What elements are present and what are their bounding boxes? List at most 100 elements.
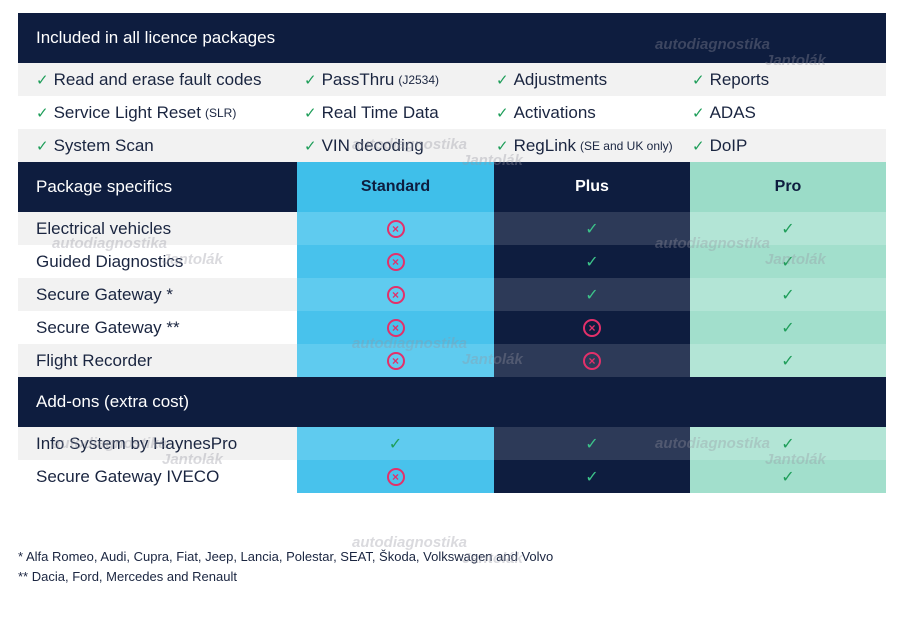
included-feature: ✓ Adjustments xyxy=(482,70,678,90)
specifics-title: Package specifics xyxy=(18,162,297,212)
package-specifics: Electrical vehicles × ✓ ✓ Guided Diagnostics… xyxy=(18,212,886,377)
check-icon: ✓ xyxy=(304,71,317,89)
cell-pro: ✓ xyxy=(690,245,886,278)
feature-label: DoIP xyxy=(709,135,748,155)
cell-plus: × xyxy=(494,311,690,344)
check-icon: ✓ xyxy=(781,319,795,337)
included-feature: ✓ ADAS xyxy=(678,103,886,123)
cell-pro: ✓ xyxy=(690,311,886,344)
included-feature: ✓ RegLink (SE and UK only) xyxy=(482,136,678,156)
cell-standard: × xyxy=(297,278,494,311)
package-header-row: Package specifics Standard Plus Pro xyxy=(18,162,886,212)
table-row: Info System by HaynesPro ✓ ✓ ✓ xyxy=(18,427,886,460)
check-icon: ✓ xyxy=(781,435,795,453)
table-row: Guided Diagnostics × ✓ ✓ xyxy=(18,245,886,278)
row-label: Secure Gateway * xyxy=(18,278,297,311)
check-icon: ✓ xyxy=(388,435,403,453)
check-icon: ✓ xyxy=(496,71,509,89)
check-icon: ✓ xyxy=(781,286,795,304)
check-icon: ✓ xyxy=(585,286,599,304)
feature-label: Activations xyxy=(513,102,596,122)
included-title: Included in all licence packages xyxy=(36,28,276,47)
included-feature: ✓ VIN decoding xyxy=(286,136,482,156)
check-icon: ✓ xyxy=(585,435,599,453)
check-icon: ✓ xyxy=(781,468,795,486)
cross-circle-icon: × xyxy=(386,219,405,238)
check-icon: ✓ xyxy=(692,104,705,122)
cell-plus: ✓ xyxy=(494,245,690,278)
cell-plus: ✓ xyxy=(494,212,690,245)
cross-circle-icon: × xyxy=(386,467,405,486)
table-row: Secure Gateway * × ✓ ✓ xyxy=(18,278,886,311)
row-label: Secure Gateway ** xyxy=(18,311,297,344)
check-icon: ✓ xyxy=(692,137,705,155)
addons-title: Add-ons (extra cost) xyxy=(36,392,190,411)
cell-standard: × xyxy=(297,460,494,493)
check-icon: ✓ xyxy=(496,104,509,122)
cell-standard: ✓ xyxy=(297,427,494,460)
cell-pro: ✓ xyxy=(690,460,886,493)
cross-circle-icon: × xyxy=(386,252,405,271)
feature-label: RegLink xyxy=(513,135,576,155)
feature-label: Read and erase fault codes xyxy=(53,69,262,89)
included-feature: ✓ Reports xyxy=(678,70,886,90)
check-icon: ✓ xyxy=(585,253,599,271)
check-icon: ✓ xyxy=(36,104,49,122)
feature-label: Real Time Data xyxy=(321,102,439,122)
cell-pro: ✓ xyxy=(690,278,886,311)
check-icon: ✓ xyxy=(781,220,795,238)
included-feature: ✓ Read and erase fault codes xyxy=(18,70,286,90)
included-feature: ✓ PassThru (J2534) xyxy=(286,70,482,90)
cross-circle-icon: × xyxy=(583,351,601,370)
licence-comparison-table: Included in all licence packages ✓ Read a… xyxy=(18,13,886,493)
table-row: Flight Recorder × × ✓ xyxy=(18,344,886,377)
included-feature: ✓ Service Light Reset (SLR) xyxy=(18,103,286,123)
cell-plus: ✓ xyxy=(494,460,690,493)
check-icon: ✓ xyxy=(585,220,599,238)
feature-label: Service Light Reset xyxy=(53,102,201,122)
cross-circle-icon: × xyxy=(386,285,405,304)
check-icon: ✓ xyxy=(36,71,49,89)
row-label: Secure Gateway IVECO xyxy=(18,460,297,493)
cross-circle-icon: × xyxy=(386,351,405,370)
feature-note: (SLR) xyxy=(204,105,237,120)
cell-standard: × xyxy=(297,311,494,344)
feature-label: PassThru xyxy=(321,69,395,89)
cell-standard: × xyxy=(297,212,494,245)
cell-pro: ✓ xyxy=(690,427,886,460)
cell-standard: × xyxy=(297,245,494,278)
check-icon: ✓ xyxy=(781,352,795,370)
table-row: Secure Gateway ** × × ✓ xyxy=(18,311,886,344)
cell-pro: ✓ xyxy=(690,344,886,377)
addons: Info System by HaynesPro ✓ ✓ ✓ Secure Gatewa… xyxy=(18,427,886,493)
table-row: Electrical vehicles × ✓ ✓ xyxy=(18,212,886,245)
feature-label: ADAS xyxy=(709,102,756,122)
included-feature: ✓ DoIP xyxy=(678,136,886,156)
included-feature: ✓ Real Time Data xyxy=(286,103,482,123)
footnote-single-star: * Alfa Romeo, Audi, Cupra, Fiat, Jeep, L… xyxy=(18,549,554,564)
feature-label: VIN decoding xyxy=(321,135,424,155)
row-label: Electrical vehicles xyxy=(18,212,297,245)
column-standard: Standard xyxy=(297,162,494,212)
cell-plus: ✓ xyxy=(494,427,690,460)
cell-plus: × xyxy=(494,344,690,377)
feature-note: (J2534) xyxy=(398,72,440,87)
check-icon: ✓ xyxy=(781,253,795,271)
included-row: ✓ Read and erase fault codes ✓ PassThru (J25… xyxy=(18,63,886,96)
row-label: Flight Recorder xyxy=(18,344,297,377)
check-icon: ✓ xyxy=(304,137,317,155)
included-feature: ✓ Activations xyxy=(482,103,678,123)
addons-header: Add-ons (extra cost) xyxy=(18,377,886,427)
feature-label: Reports xyxy=(709,69,770,89)
cell-standard: × xyxy=(297,344,494,377)
column-pro: Pro xyxy=(690,162,886,212)
check-icon: ✓ xyxy=(585,468,599,486)
footnotes: * Alfa Romeo, Audi, Cupra, Fiat, Jeep, L… xyxy=(18,547,553,587)
cross-circle-icon: × xyxy=(386,318,405,337)
included-header: Included in all licence packages xyxy=(18,13,886,63)
feature-note: (SE and UK only) xyxy=(579,138,673,153)
included-row: ✓ System Scan ✓ VIN decoding ✓ RegLink (SE and… xyxy=(18,129,886,162)
column-plus: Plus xyxy=(494,162,690,212)
cell-pro: ✓ xyxy=(690,212,886,245)
feature-label: System Scan xyxy=(53,135,154,155)
